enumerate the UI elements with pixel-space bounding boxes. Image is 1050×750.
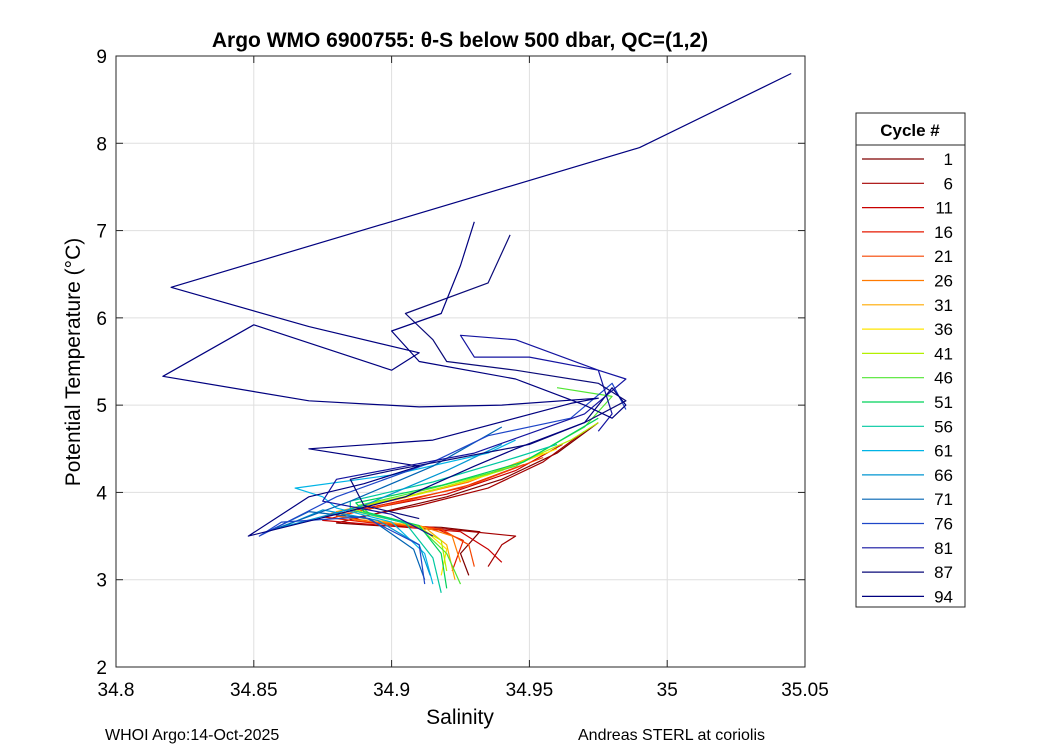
series-line-cycle-61: [294, 439, 516, 585]
legend-label-cycle-16: 16: [934, 223, 953, 242]
y-tick-label: 6: [96, 309, 107, 330]
x-axis-label: Salinity: [426, 706, 494, 729]
legend-label-cycle-11: 11: [935, 199, 953, 218]
footer-left: WHOI Argo:14-Oct-2025: [105, 727, 279, 744]
legend-label-cycle-94: 94: [934, 587, 953, 606]
x-tick-label: 35.05: [781, 680, 829, 701]
legend-label-cycle-81: 81: [934, 539, 953, 558]
legend-label-cycle-41: 41: [934, 344, 953, 363]
y-tick-label: 2: [96, 658, 107, 679]
x-tick-label: 34.95: [506, 680, 554, 701]
x-tick-label: 34.8: [98, 680, 135, 701]
legend-label-cycle-76: 76: [934, 515, 953, 534]
legend-label-cycle-21: 21: [934, 247, 953, 266]
chart-title: Argo WMO 6900755: θ-S below 500 dbar, QC…: [212, 29, 708, 52]
y-axis-label: Potential Temperature (°C): [62, 238, 85, 486]
series-line-cycle-21: [335, 456, 544, 567]
legend-label-cycle-26: 26: [934, 272, 953, 291]
y-tick-label: 5: [96, 396, 107, 417]
series-line-cycle-11: [322, 443, 563, 563]
legend-label-cycle-87: 87: [934, 563, 953, 582]
legend-label-cycle-31: 31: [934, 296, 953, 315]
series-line-cycle-1: [335, 422, 599, 576]
y-tick-label: 3: [96, 571, 107, 592]
axis-ticks: 34.8 34.85 34.9 34.95 35 35.05 2 3 4 5 6 7 8 9: [96, 47, 828, 701]
y-tick-label: 9: [96, 47, 107, 68]
legend-label-cycle-61: 61: [934, 442, 953, 461]
legend-label-cycle-66: 66: [934, 466, 953, 485]
axes-box: [115, 55, 806, 668]
legend-label-cycle-71: 71: [934, 490, 953, 509]
series-line-cycle-94: [162, 72, 792, 537]
footer-right: Andreas STERL at coriolis: [578, 727, 765, 744]
y-tick-label: 4: [96, 483, 107, 504]
legend-label-cycle-51: 51: [934, 393, 953, 412]
x-tick-label: 34.9: [373, 680, 410, 701]
legend-label-cycle-36: 36: [934, 320, 953, 339]
series-line-cycle-87: [349, 234, 627, 520]
series-layer: [162, 72, 792, 593]
legend-label-cycle-56: 56: [934, 417, 953, 436]
x-tick-label: 35: [657, 680, 678, 701]
series-line-cycle-76: [258, 382, 627, 585]
series-line-cycle-56: [349, 443, 558, 593]
series-line-cycle-81: [322, 334, 627, 537]
plot-area: [162, 72, 792, 593]
legend-label-cycle-6: 6: [944, 174, 953, 193]
legend-label-cycle-46: 46: [934, 369, 953, 388]
legend-box: [855, 112, 966, 608]
y-tick-label: 7: [96, 222, 107, 243]
series-line-cycle-51: [355, 417, 599, 589]
y-tick-label: 8: [96, 134, 107, 155]
legend-label-cycle-1: 1: [944, 150, 953, 169]
legend-title: Cycle #: [880, 121, 940, 140]
x-tick-label: 34.85: [230, 680, 278, 701]
legend: Cycle # 16111621263136414651566166717681…: [855, 112, 966, 608]
series-line-cycle-26: [330, 455, 536, 563]
